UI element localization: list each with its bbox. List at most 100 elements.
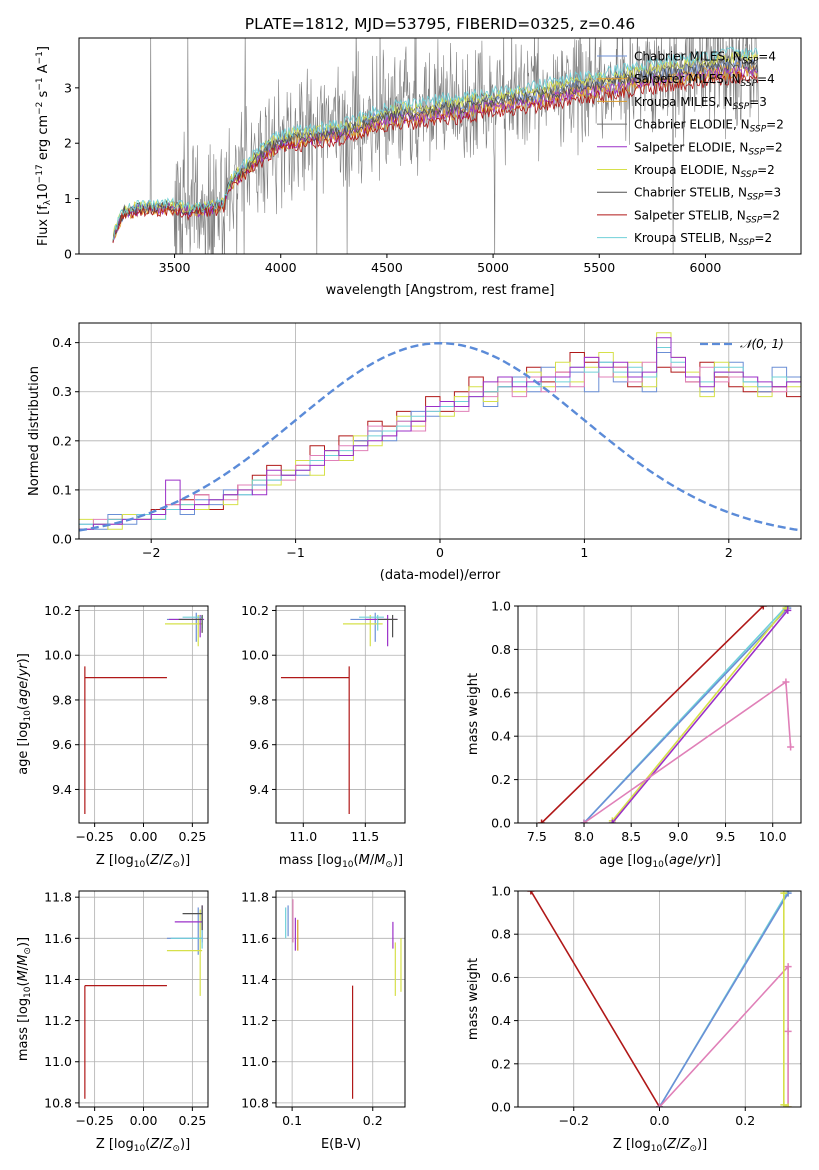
legend-count: =2 <box>757 163 775 177</box>
x-tick-label: 0.00 <box>130 829 158 844</box>
legend-label: Kroupa ELODIE, NSSP=2 <box>634 163 775 180</box>
legend-count: =3 <box>764 186 782 200</box>
massweight-vs-age-frame <box>517 605 802 824</box>
series-line <box>541 606 764 823</box>
legend-count: =2 <box>762 208 780 222</box>
legend-subscript: SSP <box>748 147 765 157</box>
x-tick-label: 7.5 <box>527 829 547 844</box>
residual-xlabel: (data-model)/error <box>380 568 501 583</box>
legend-label: Salpeter ELODIE, NSSP=2 <box>634 140 783 157</box>
errorbar-point <box>182 905 203 931</box>
legend-count: =4 <box>758 50 776 64</box>
legend-count: =2 <box>766 118 784 132</box>
series-line <box>611 609 789 823</box>
legend-subscript: SSP <box>741 170 758 180</box>
series-marker <box>784 1103 792 1107</box>
mass-vs-ebv-frame <box>275 890 406 1108</box>
x-tick-label: 0.25 <box>178 829 206 844</box>
y-tick-label: 10.2 <box>241 603 269 618</box>
y-tick-label: 11.0 <box>44 1054 72 1069</box>
y-tick-label: 10.0 <box>241 648 269 663</box>
x-tick-label: 5000 <box>477 260 509 275</box>
age-vs-Z-grid <box>79 606 208 823</box>
massweight-vs-age-xlabel: age [log10(age/yr)] <box>599 853 721 870</box>
mass-vs-Z-grid <box>79 891 208 1107</box>
y-tick-label: 11.4 <box>241 972 269 987</box>
y-tick-label: 0.1 <box>52 482 72 497</box>
model-spectrum-line <box>112 46 759 241</box>
y-tick-label: 1.0 <box>491 599 511 614</box>
massweight-vs-age-grid <box>518 606 801 823</box>
y-tick-label: 9.8 <box>52 692 72 707</box>
spectrum-plot-area <box>112 38 759 254</box>
mass-vs-Z-marks <box>79 891 208 1107</box>
x-tick-label: −0.25 <box>75 829 113 844</box>
y-tick-label: 3 <box>64 80 72 95</box>
y-tick-label: 11.8 <box>44 890 72 905</box>
spectrum-axes: 3500 4000 4500 5000 5500 6000 0 1 2 3 <box>64 80 721 275</box>
age-vs-Z-marks <box>79 606 208 823</box>
x-tick-label: 2 <box>725 545 733 560</box>
legend-label: Kroupa STELIB, NSSP=2 <box>634 231 772 248</box>
errorbar-point <box>280 666 350 815</box>
mass-vs-ebv-grid <box>276 891 405 1107</box>
mass-vs-ebv-xlabel: E(B-V) <box>321 1137 361 1152</box>
mass-vs-ebv-axes: 0.1 0.2 10.8 11.0 11.2 11.4 11.6 11.8 <box>241 890 383 1128</box>
massweight-vs-age-plot-area <box>518 606 801 823</box>
massweight-vs-Z-axes: −0.2 0.0 0.2 0.0 0.2 0.4 0.6 0.8 1.0 <box>491 884 755 1129</box>
y-tick-label: 10.8 <box>241 1095 269 1110</box>
series-marker <box>538 819 546 823</box>
mass-vs-ebv-marks <box>276 891 405 1107</box>
legend-count: =4 <box>757 72 775 86</box>
errorbar-point <box>342 614 383 647</box>
mass-vs-ebv-plot-area <box>276 891 405 1107</box>
legend-count: =2 <box>765 140 783 154</box>
mass-vs-Z-ylabel: mass [log10(M/M⊙)] <box>16 937 33 1061</box>
figure-title: PLATE=1812, MJD=53795, FIBERID=0325, z=0… <box>245 15 635 33</box>
y-tick-label: 11.8 <box>241 890 269 905</box>
series-marker <box>784 606 792 614</box>
age-vs-mass-xlabel: mass [log10(M/M⊙)] <box>279 853 403 870</box>
age-vs-mass-grid <box>276 606 405 823</box>
spectrum-legend: Chabrier MILES, NSSP=4 Salpeter MILES, NS… <box>597 50 784 248</box>
legend-label: Salpeter MILES, NSSP=4 <box>634 72 775 89</box>
x-tick-label: 0.0 <box>650 1113 670 1128</box>
residual-axes: −2 −1 0 1 2 0.0 0.1 0.2 0.3 0.4 <box>52 335 733 560</box>
spectrum-marks <box>112 38 759 254</box>
x-tick-label: 0.00 <box>130 1113 158 1128</box>
series-line <box>658 892 789 1107</box>
y-tick-label: 9.4 <box>52 782 72 797</box>
series-marker <box>580 819 588 823</box>
x-tick-label: 10.0 <box>759 829 787 844</box>
y-tick-label: 0.2 <box>491 772 511 787</box>
y-tick-label: 11.2 <box>241 1013 269 1028</box>
histogram-step-line <box>79 347 801 530</box>
x-tick-label: 3500 <box>159 260 191 275</box>
massweight-vs-Z-marks <box>518 891 801 1107</box>
y-tick-label: 11.2 <box>44 1013 72 1028</box>
errorbar-point <box>166 907 203 955</box>
age-vs-mass-frame <box>275 605 406 824</box>
legend-subscript: SSP <box>738 238 755 248</box>
x-tick-label: 4000 <box>265 260 297 275</box>
age-vs-Z-axes: −0.25 0.00 0.25 9.4 9.6 9.8 10.0 10.2 <box>44 603 206 844</box>
massweight-vs-Z-xlabel: Z [log10(Z/Z⊙)] <box>613 1137 707 1154</box>
massweight-vs-Z-grid <box>518 891 801 1107</box>
series-marker <box>608 819 616 823</box>
age-vs-mass-axes: 11.0 11.5 9.4 9.6 9.8 10.0 10.2 <box>241 603 379 844</box>
spectrum-ylabel: Flux [fλ10−17 erg cm−2 s−1 A−1] <box>35 46 53 246</box>
y-tick-label: 0.8 <box>491 927 511 942</box>
residual-ylabel: Normed distribution <box>27 366 42 496</box>
series-marker <box>787 743 795 751</box>
massweight-vs-age-marks <box>518 606 801 823</box>
y-tick-label: 10.0 <box>44 648 72 663</box>
y-tick-label: 10.2 <box>44 603 72 618</box>
legend-subscript: SSP <box>733 102 750 112</box>
legend-count: =3 <box>749 95 767 109</box>
x-tick-label: −2 <box>142 545 160 560</box>
series-line <box>583 680 792 823</box>
residual-legend: 𝒩(0, 1) <box>700 337 784 351</box>
errorbar-point <box>165 614 203 647</box>
x-tick-label: 0.2 <box>735 1113 755 1128</box>
